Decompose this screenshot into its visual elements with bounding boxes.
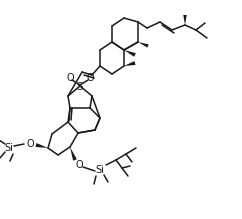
Polygon shape: [70, 147, 77, 161]
Text: O: O: [66, 73, 74, 83]
Text: Si: Si: [5, 143, 14, 153]
Polygon shape: [124, 50, 136, 57]
Polygon shape: [138, 42, 149, 48]
Text: Si: Si: [96, 165, 105, 175]
Polygon shape: [183, 15, 187, 25]
Text: O: O: [75, 160, 83, 170]
Text: S: S: [77, 82, 83, 92]
Text: O: O: [26, 139, 34, 149]
Text: O: O: [86, 73, 94, 83]
Polygon shape: [36, 143, 48, 148]
Polygon shape: [124, 61, 136, 66]
